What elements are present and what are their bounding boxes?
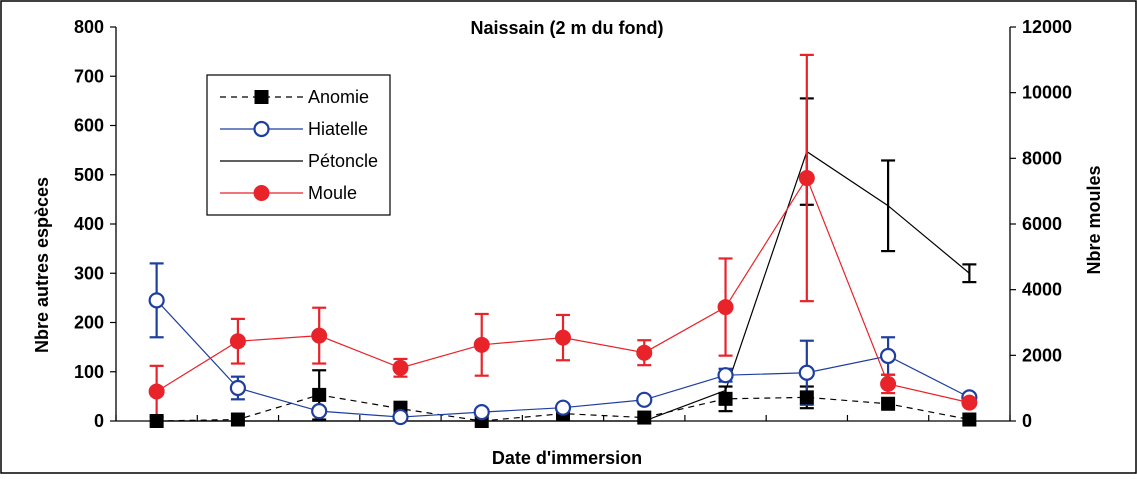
axes-layer: 0100200300400500600700800020004000600080… bbox=[74, 17, 1072, 431]
legend-box bbox=[206, 74, 391, 216]
legend-marker-hiatelle bbox=[253, 120, 270, 138]
legend-label-anomie: Anomie bbox=[308, 87, 369, 107]
point-hiatelle bbox=[798, 364, 815, 381]
legend-marker-moule bbox=[253, 185, 270, 201]
point-moule bbox=[880, 375, 897, 392]
y-axis-right-title: Nbre moules bbox=[1084, 165, 1104, 274]
point-moule bbox=[717, 299, 734, 316]
point-hiatelle bbox=[392, 408, 409, 426]
y-left-tick-label: 400 bbox=[74, 214, 104, 234]
y-right-tick-label: 12000 bbox=[1022, 17, 1072, 37]
legend-label-hiatelle: Hiatelle bbox=[308, 119, 368, 139]
point-hiatelle bbox=[636, 391, 653, 408]
y-right-tick-label: 0 bbox=[1022, 411, 1032, 431]
point-anomie bbox=[637, 410, 652, 425]
point-moule bbox=[636, 344, 653, 361]
y-left-tick-label: 500 bbox=[74, 165, 104, 185]
point-anomie bbox=[230, 412, 245, 427]
point-hiatelle bbox=[148, 292, 165, 309]
y-left-tick-label: 700 bbox=[74, 66, 104, 86]
point-moule bbox=[555, 329, 571, 346]
point-anomie bbox=[799, 390, 814, 405]
y-axis-left-title: Nbre autres espèces bbox=[32, 177, 52, 353]
series-line-ptoncle bbox=[156, 150, 970, 422]
point-anomie bbox=[962, 412, 977, 427]
legend-label-moule: Moule bbox=[308, 183, 357, 203]
point-moule bbox=[311, 327, 328, 344]
point-anomie bbox=[881, 396, 896, 411]
y-left-tick-label: 100 bbox=[74, 362, 104, 382]
y-right-tick-label: 6000 bbox=[1022, 214, 1062, 234]
point-moule bbox=[473, 336, 490, 353]
point-hiatelle bbox=[717, 367, 734, 384]
point-anomie bbox=[149, 414, 164, 428]
y-right-tick-label: 4000 bbox=[1022, 280, 1062, 300]
y-left-tick-label: 300 bbox=[74, 263, 104, 283]
point-hiatelle bbox=[311, 403, 328, 420]
point-moule bbox=[798, 170, 815, 187]
point-moule bbox=[148, 383, 165, 400]
y-left-tick-label: 200 bbox=[74, 313, 104, 333]
y-left-tick-label: 800 bbox=[74, 17, 104, 37]
point-moule bbox=[229, 333, 246, 350]
series-layer bbox=[148, 53, 978, 428]
point-anomie bbox=[312, 387, 327, 402]
legend-label-ptoncle: Pétoncle bbox=[308, 151, 378, 171]
legend-marker-anomie bbox=[254, 90, 269, 104]
point-anomie bbox=[718, 391, 733, 406]
y-right-tick-label: 10000 bbox=[1022, 83, 1072, 103]
point-hiatelle bbox=[229, 379, 247, 397]
point-hiatelle bbox=[554, 399, 572, 416]
y-right-tick-label: 2000 bbox=[1022, 345, 1062, 365]
point-hiatelle bbox=[473, 404, 490, 421]
point-hiatelle bbox=[879, 347, 897, 365]
point-moule bbox=[392, 359, 409, 376]
legend: Anomie Hiatelle Pétoncle Moule bbox=[206, 74, 391, 216]
y-left-tick-label: 0 bbox=[94, 411, 104, 431]
point-moule bbox=[961, 394, 978, 411]
chart-title: Naissain (2 m du fond) bbox=[470, 18, 663, 38]
x-axis-title: Date d'immersion bbox=[492, 448, 642, 468]
y-right-tick-label: 8000 bbox=[1022, 148, 1062, 168]
y-left-tick-label: 600 bbox=[74, 116, 104, 136]
